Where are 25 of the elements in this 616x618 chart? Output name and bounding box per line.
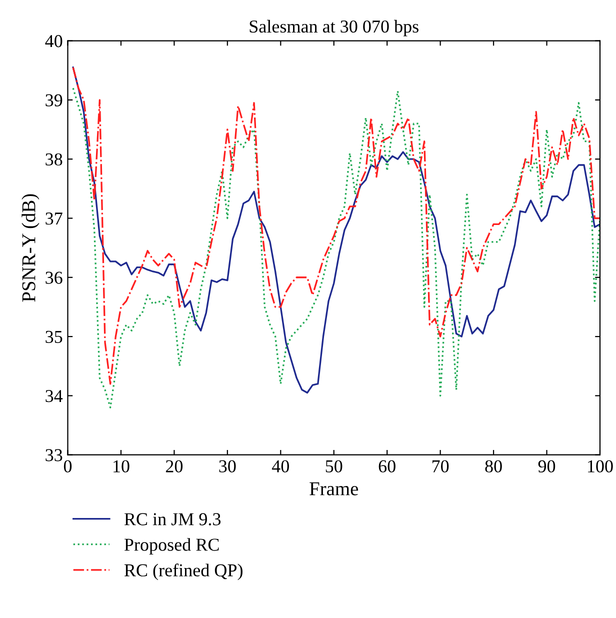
x-tick-label: 20 [166, 460, 183, 472]
x-tick-label: 70 [432, 460, 449, 472]
chart-title: Salesman at 30 070 bps [250, 20, 418, 36]
y-tick-label: 39 [46, 94, 62, 106]
y-tick-label: 34 [46, 390, 63, 402]
y-tick-label: 36 [46, 272, 62, 284]
y-tick-label: 38 [46, 153, 62, 166]
y-tick-label: 35 [46, 330, 62, 343]
x-tick-label: 60 [378, 460, 396, 472]
x-tick-label: 30 [219, 460, 236, 472]
y-tick-label: 37 [46, 212, 62, 225]
x-tick-label: 0 [64, 460, 72, 472]
x-tick-label: 50 [326, 460, 342, 472]
x-axis-title: Frame [310, 482, 358, 496]
y-tick-label: 40 [45, 35, 62, 48]
x-tick-label: 10 [114, 460, 130, 472]
x-tick-label: 90 [538, 460, 556, 472]
x-tick-label: 100 [588, 460, 613, 472]
x-tick-label: 40 [272, 460, 289, 472]
legend-label: RC in JM 9.3 [124, 513, 221, 526]
legend-label: RC (refined QP) [124, 564, 242, 580]
y-axis-title: PSNR-Y (dB) [22, 194, 40, 302]
x-tick-label: 80 [485, 460, 502, 472]
y-tick-label: 33 [46, 449, 62, 462]
legend-label: Proposed RC [124, 538, 219, 554]
